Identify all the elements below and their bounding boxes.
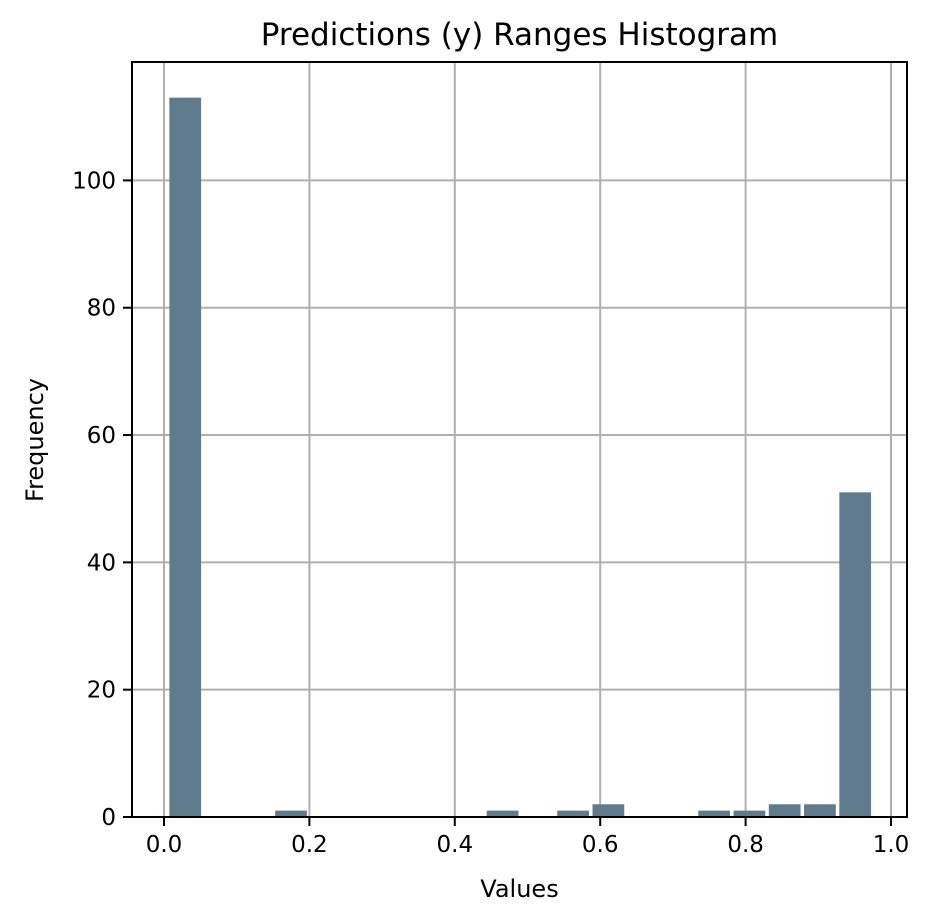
histogram-bar: [698, 810, 731, 817]
x-tick-label: 0.0: [146, 832, 183, 858]
x-tick-label: 0.8: [727, 832, 764, 858]
y-tick-label: 60: [87, 423, 116, 449]
y-axis-label: Frequency: [21, 378, 49, 502]
grid: [132, 62, 907, 818]
y-tick-label: 20: [87, 678, 116, 704]
y-tick-label: 0: [101, 805, 116, 831]
histogram-bar: [839, 492, 872, 817]
bars: [169, 97, 872, 818]
y-axis-ticks: 0 20 40 60 80 100: [72, 168, 132, 831]
x-axis-ticks: 0.0 0.2 0.4 0.6 0.8 1.0: [146, 817, 910, 858]
y-tick-label: 40: [87, 550, 116, 576]
x-tick-label: 1.0: [873, 832, 910, 858]
plot-frame: [131, 61, 908, 818]
x-axis-label: Values: [480, 875, 558, 903]
chart-title: Predictions (y) Ranges Histogram: [261, 17, 778, 53]
histogram-bar: [592, 804, 625, 817]
histogram-bar: [169, 97, 202, 818]
histogram-bar: [733, 810, 766, 817]
histogram-bar: [768, 804, 801, 817]
x-tick-label: 0.4: [437, 832, 474, 858]
histogram-bar: [275, 810, 307, 817]
histogram-bar: [486, 810, 519, 817]
y-tick-label: 100: [72, 168, 116, 194]
histogram-bar: [557, 810, 589, 817]
x-tick-label: 0.6: [582, 832, 619, 858]
x-tick-label: 0.2: [291, 832, 328, 858]
y-tick-label: 80: [87, 296, 116, 322]
histogram-bar: [804, 804, 836, 817]
